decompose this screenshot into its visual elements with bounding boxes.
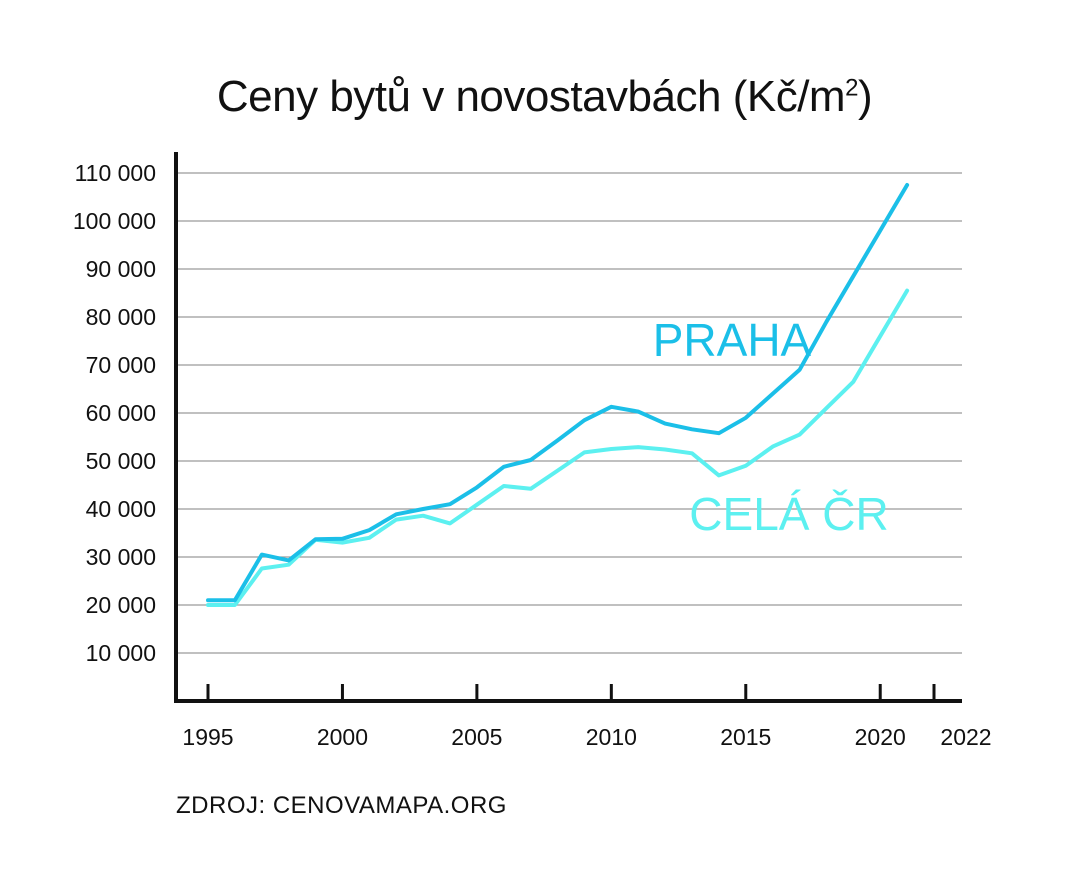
x-tick-label: 1995 bbox=[182, 724, 233, 750]
series-line-praha bbox=[206, 183, 910, 603]
series-lines bbox=[206, 183, 910, 607]
chart-title: Ceny bytů v novostavbách (Kč/m2) bbox=[0, 72, 1089, 122]
x-tick-label: 2010 bbox=[586, 724, 637, 750]
x-tick-label: 2015 bbox=[720, 724, 771, 750]
y-tick-label: 50 000 bbox=[86, 448, 156, 474]
x-tick-label: 2022 bbox=[940, 724, 991, 750]
y-tick-label: 100 000 bbox=[73, 208, 156, 234]
x-tick-label: 2005 bbox=[451, 724, 502, 750]
y-tick-label: 80 000 bbox=[86, 304, 156, 330]
y-tick-label: 90 000 bbox=[86, 256, 156, 282]
y-tick-label: 40 000 bbox=[86, 496, 156, 522]
y-tick-label: 60 000 bbox=[86, 400, 156, 426]
x-tick-label: 2020 bbox=[855, 724, 906, 750]
y-tick-label: 110 000 bbox=[75, 160, 156, 186]
y-axis-tick-labels: 10 000 20 000 30 000 40 000 50 000 60 000 70 0… bbox=[73, 160, 156, 666]
series-label-cela-cr: CELÁ ČR bbox=[689, 488, 888, 540]
y-tick-label: 20 000 bbox=[86, 592, 156, 618]
series-label-praha: PRAHA bbox=[653, 314, 812, 366]
chart-title-superscript: 2 bbox=[845, 74, 858, 102]
x-axis-ticks: 1995 2000 2005 2010 2015 2020 2022 bbox=[182, 684, 992, 750]
gridlines bbox=[176, 172, 962, 654]
y-tick-label: 10 000 bbox=[86, 640, 156, 666]
chart-title-suffix: ) bbox=[857, 72, 873, 121]
chart-title-text: Ceny bytů v novostavbách (Kč/m bbox=[216, 72, 846, 121]
source-note: ZDROJ: CENOVAMAPA.ORG bbox=[176, 792, 507, 819]
x-tick-label: 2000 bbox=[317, 724, 368, 750]
y-tick-label: 30 000 bbox=[86, 544, 156, 570]
y-tick-label: 70 000 bbox=[86, 352, 156, 378]
